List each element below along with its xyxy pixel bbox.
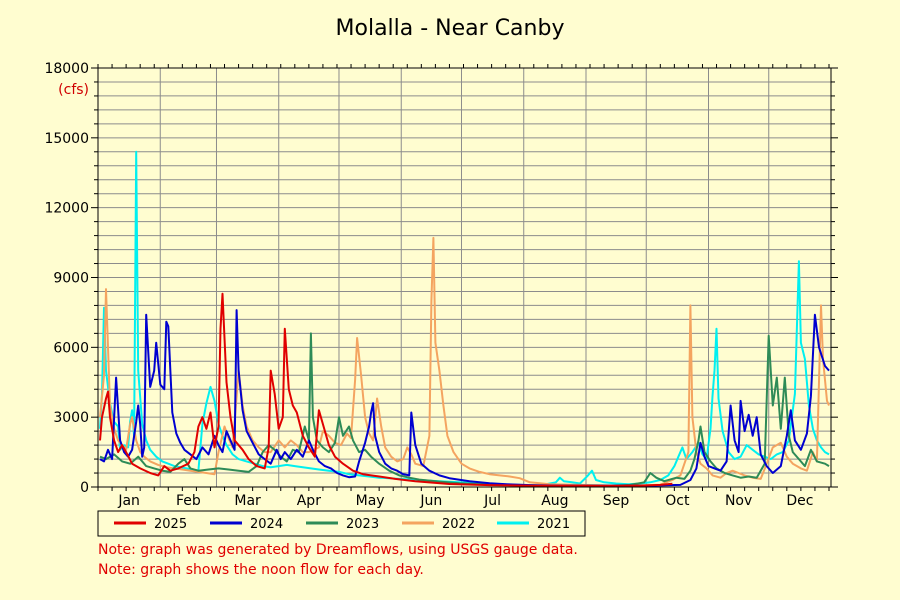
y-tick-label: 6000 xyxy=(53,340,89,356)
y-unit-label: (cfs) xyxy=(58,82,89,98)
legend: 2025 2024 2023 2022 2021 xyxy=(114,517,570,532)
x-month-label: Apr xyxy=(297,493,321,509)
series-line-2022 xyxy=(99,236,830,487)
y-tick-label: 18000 xyxy=(44,61,89,77)
x-month-label: Aug xyxy=(541,493,568,509)
y-tick-label: 9000 xyxy=(53,271,89,287)
x-month-label: Dec xyxy=(786,493,813,509)
note-source: Note: graph was generated by Dreamflows,… xyxy=(98,542,578,558)
y-axis: 0 3000 6000 9000 12000 15000 18000 xyxy=(44,61,838,496)
x-month-label: May xyxy=(356,493,385,509)
series-line-2024 xyxy=(99,309,830,487)
x-month-label: Nov xyxy=(725,493,752,509)
x-axis: Jan Feb Mar Apr May Jun Jul Aug Sep Oct Nov Dec xyxy=(97,64,830,509)
legend-label-2022: 2022 xyxy=(442,517,475,532)
legend-label-2023: 2023 xyxy=(346,517,379,532)
legend-label-2024: 2024 xyxy=(250,517,283,532)
series-line-2025 xyxy=(99,292,673,487)
x-month-label: Oct xyxy=(665,493,690,509)
y-tick-label: 12000 xyxy=(44,201,89,217)
x-month-label: Feb xyxy=(176,493,201,509)
x-month-label: Jan xyxy=(117,493,140,509)
series-line-2023 xyxy=(99,332,830,487)
x-month-label: Sep xyxy=(603,493,630,509)
legend-label-2025: 2025 xyxy=(154,517,187,532)
x-month-label: Mar xyxy=(234,493,261,509)
y-tick-label: 3000 xyxy=(53,410,89,426)
y-tick-label: 0 xyxy=(80,480,89,496)
y-tick-label: 15000 xyxy=(44,131,89,147)
series-lines xyxy=(99,150,830,487)
chart-title: Molalla - Near Canby xyxy=(336,16,565,41)
x-month-label: Jul xyxy=(483,493,501,509)
x-month-label: Jun xyxy=(419,493,442,509)
legend-label-2021: 2021 xyxy=(537,517,570,532)
note-noon-flow: Note: graph shows the noon flow for each… xyxy=(98,562,424,578)
